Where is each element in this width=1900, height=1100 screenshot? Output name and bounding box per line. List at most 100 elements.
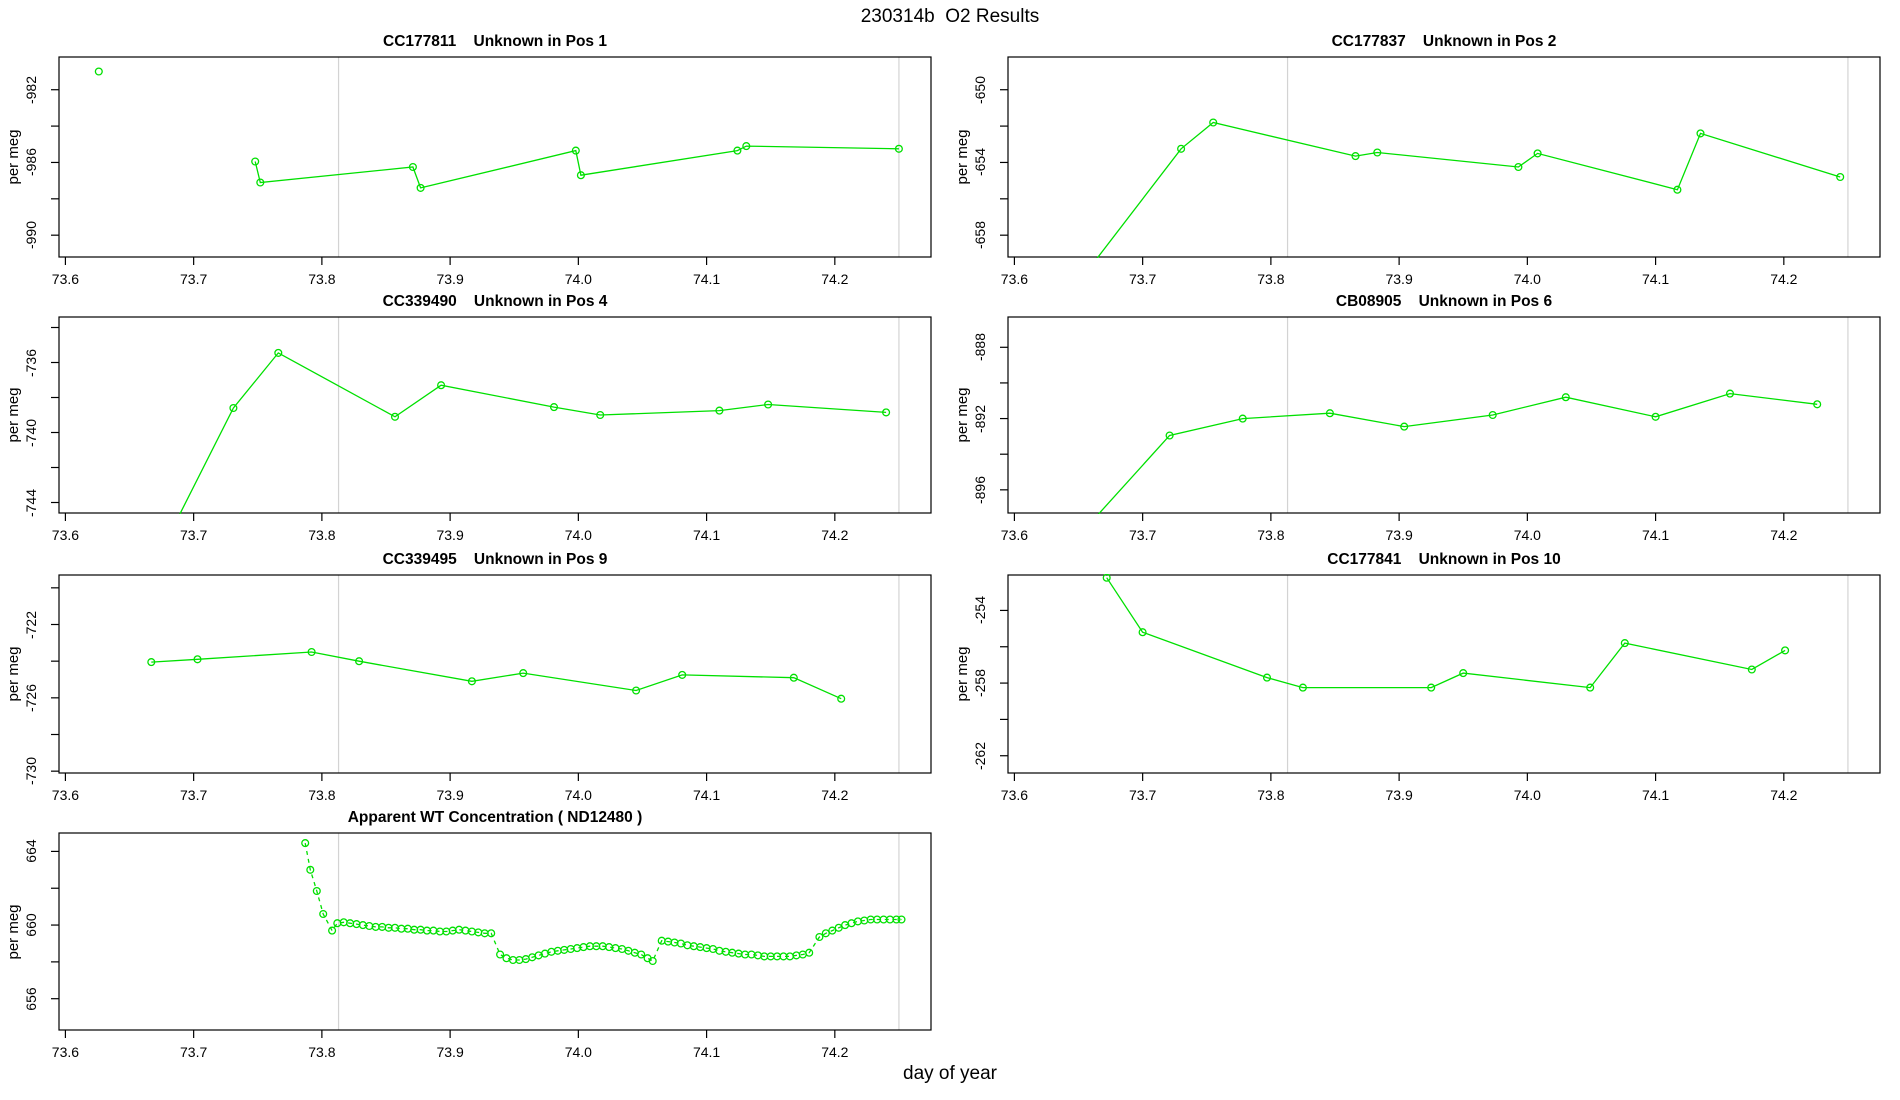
- data-point: [467, 677, 476, 686]
- x-tick-label: 74.1: [692, 1044, 721, 1060]
- data-point: [1298, 683, 1307, 692]
- data-point: [1373, 148, 1382, 157]
- data-point: [596, 410, 605, 420]
- y-tick-label: -986: [23, 148, 39, 177]
- series-line: [151, 651, 842, 700]
- y-tick-label: -262: [972, 741, 988, 770]
- data-series: [301, 839, 906, 966]
- series-line: [179, 352, 887, 514]
- data-point: [229, 403, 238, 413]
- data-point: [764, 400, 773, 409]
- x-tick-label: 73.6: [51, 527, 80, 543]
- data-point: [301, 839, 310, 848]
- data-point: [1138, 628, 1147, 637]
- data-point: [1673, 185, 1682, 194]
- plot-area: [51, 56, 932, 265]
- panel-title: CC177811 Unknown in Pos 1: [383, 33, 607, 50]
- data-series: [1096, 118, 1845, 258]
- data-point: [897, 915, 906, 924]
- y-axis-label: per meg: [954, 387, 971, 443]
- data-point: [437, 381, 446, 390]
- x-tick-label: 73.9: [1385, 271, 1413, 287]
- panel-title: CC177841 Unknown in Pos 10: [1327, 551, 1561, 568]
- data-point: [307, 647, 316, 657]
- x-tick-label: 73.6: [51, 1044, 80, 1060]
- x-tick-label: 74.1: [1641, 527, 1670, 543]
- y-tick-label: -258: [972, 669, 988, 698]
- data-point: [1696, 129, 1705, 138]
- data-point: [1781, 646, 1790, 655]
- data-point: [1075, 533, 1082, 540]
- y-tick-label: -888: [972, 333, 988, 362]
- x-tick-label: 74.0: [564, 527, 592, 543]
- x-tick-label: 74.2: [821, 1044, 849, 1060]
- panel-title: CC339490 Unknown in Pos 4: [382, 293, 608, 310]
- plot-area: [1000, 316, 1881, 521]
- x-tick-label: 74.0: [1513, 527, 1541, 543]
- data-series: [179, 348, 891, 514]
- data-point: [1514, 162, 1523, 172]
- x-tick-label: 74.2: [821, 527, 849, 543]
- plot-box: [1007, 316, 1881, 514]
- data-point: [742, 142, 751, 151]
- data-point: [1238, 414, 1247, 423]
- data-point: [805, 948, 814, 957]
- panel-title: CC177837 Unknown in Pos 2: [1331, 33, 1557, 50]
- data-point: [355, 657, 364, 666]
- data-series: [1075, 389, 1822, 540]
- data-point: [1325, 409, 1334, 418]
- y-axis-label: per meg: [5, 387, 22, 443]
- data-point: [328, 926, 337, 935]
- data-point: [256, 178, 265, 187]
- data-point: [1836, 172, 1845, 182]
- x-tick-label: 73.8: [1257, 527, 1285, 543]
- series-line: [1097, 392, 1818, 514]
- plot-area: [1000, 56, 1881, 265]
- x-tick-label: 73.7: [180, 271, 208, 287]
- data-point: [1620, 639, 1629, 648]
- data-point: [632, 686, 641, 695]
- x-tick-label: 73.7: [180, 1044, 208, 1060]
- data-point: [319, 909, 328, 919]
- y-tick-label: -990: [23, 221, 39, 250]
- data-point: [576, 171, 585, 180]
- data-point: [1400, 422, 1409, 431]
- plot-box: [58, 56, 932, 258]
- data-point: [408, 162, 417, 172]
- x-tick-label: 74.1: [692, 527, 721, 543]
- data-point: [519, 669, 528, 678]
- data-point: [1102, 574, 1111, 582]
- plot-box: [1007, 56, 1881, 258]
- x-tick-label: 73.9: [436, 787, 464, 803]
- data-point: [487, 929, 496, 938]
- data-point: [1725, 389, 1735, 398]
- data-point: [1561, 393, 1570, 402]
- figure-title: 230314b O2 Results: [860, 6, 1040, 27]
- series-line: [1106, 577, 1786, 689]
- y-tick-label: -254: [972, 596, 988, 625]
- y-tick-label: -744: [23, 488, 39, 517]
- plot-box: [58, 316, 932, 514]
- x-tick-label: 73.8: [1257, 271, 1285, 287]
- plot-box: [58, 832, 932, 1031]
- data-point: [1747, 665, 1756, 674]
- x-tick-label: 73.8: [1257, 787, 1285, 803]
- y-axis-label: per meg: [5, 129, 22, 185]
- data-point: [1488, 410, 1497, 420]
- data-point: [1813, 400, 1822, 409]
- data-point: [390, 412, 400, 421]
- series-line: [254, 145, 899, 189]
- series-line: [1096, 121, 1841, 258]
- data-point: [637, 950, 646, 959]
- x-tick-label: 73.9: [1385, 787, 1413, 803]
- x-tick-label: 73.7: [1129, 527, 1157, 543]
- y-axis-label: per meg: [5, 646, 22, 702]
- data-point: [1427, 683, 1436, 692]
- y-tick-label: 656: [23, 987, 39, 1011]
- data-point: [1177, 144, 1186, 153]
- y-tick-label: -650: [972, 75, 988, 104]
- y-tick-label: -730: [23, 757, 39, 786]
- data-point: [416, 183, 425, 192]
- data-point: [571, 146, 580, 155]
- data-point: [274, 348, 283, 357]
